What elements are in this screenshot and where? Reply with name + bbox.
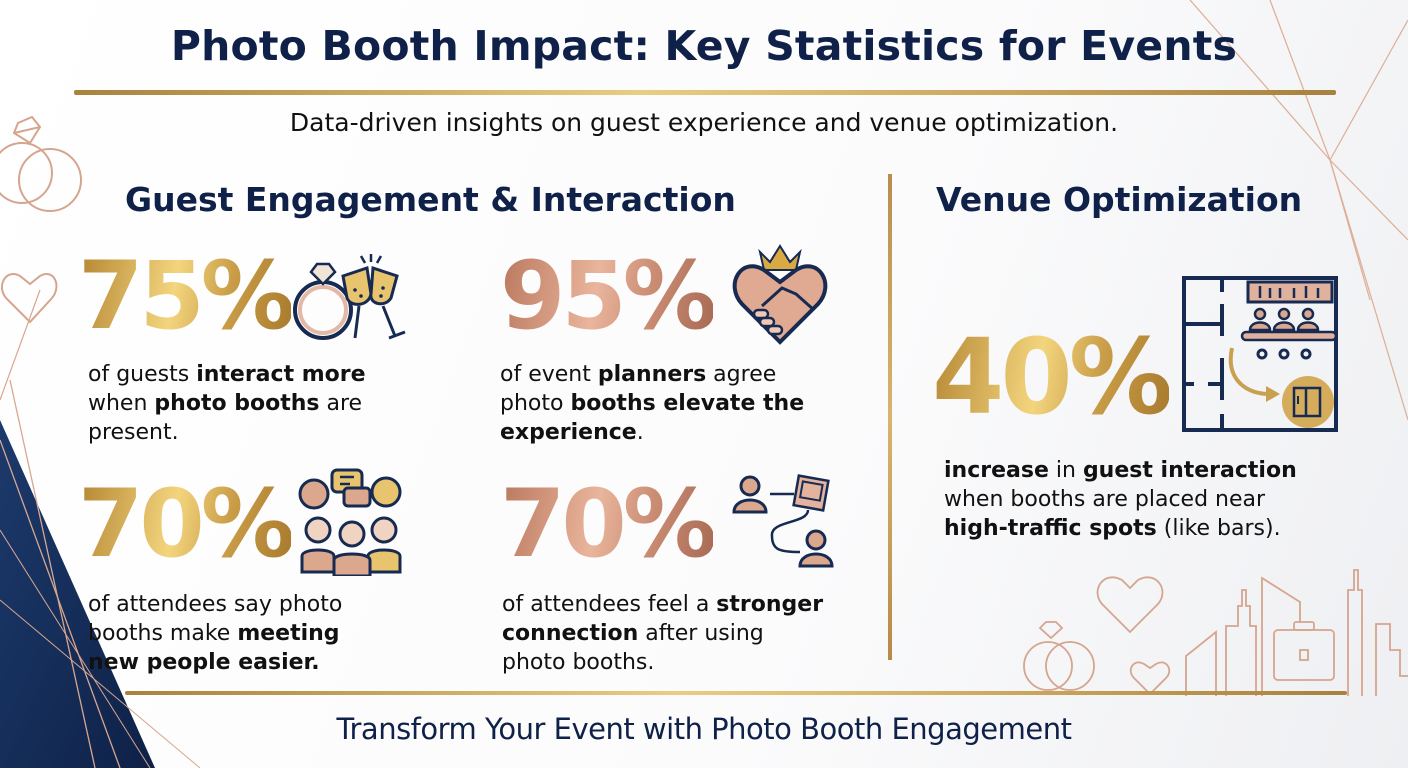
ring-and-champagne-toast-icon bbox=[293, 254, 406, 340]
stat-description: of attendees feel a stronger connection … bbox=[502, 592, 824, 675]
stat-value: 75% bbox=[78, 242, 295, 351]
stat-description: of attendees say photo booths make meeti… bbox=[88, 592, 343, 675]
section-heading-venue-optimization: Venue Optimization bbox=[936, 180, 1303, 219]
venue-floorplan-bar-booth-icon bbox=[1182, 276, 1338, 432]
section-heading-guest-engagement: Guest Engagement & Interaction bbox=[125, 180, 736, 219]
stat-description: increase in guest interaction when booth… bbox=[944, 458, 1297, 541]
page-subtitle: Data-driven insights on guest experience… bbox=[289, 108, 1119, 137]
group-chatting-icon bbox=[298, 468, 402, 576]
title-divider bbox=[74, 90, 1336, 95]
stat-value: 70% bbox=[500, 470, 717, 579]
section-divider bbox=[888, 174, 892, 660]
stat-description: of guests interact more when photo booth… bbox=[88, 362, 366, 445]
crowned-heart-handshake-icon bbox=[732, 244, 828, 345]
stat-value: 40% bbox=[932, 316, 1173, 438]
footer-divider bbox=[125, 691, 1347, 695]
people-connection-photo-icon bbox=[732, 474, 834, 568]
page-title: Photo Booth Impact: Key Statistics for E… bbox=[170, 22, 1238, 70]
stat-description: of event planners agree photo booths ele… bbox=[500, 362, 805, 445]
footer-tagline: Transform Your Event with Photo Booth En… bbox=[336, 712, 1072, 746]
stat-value: 70% bbox=[78, 470, 295, 579]
stat-value: 95% bbox=[500, 242, 717, 351]
